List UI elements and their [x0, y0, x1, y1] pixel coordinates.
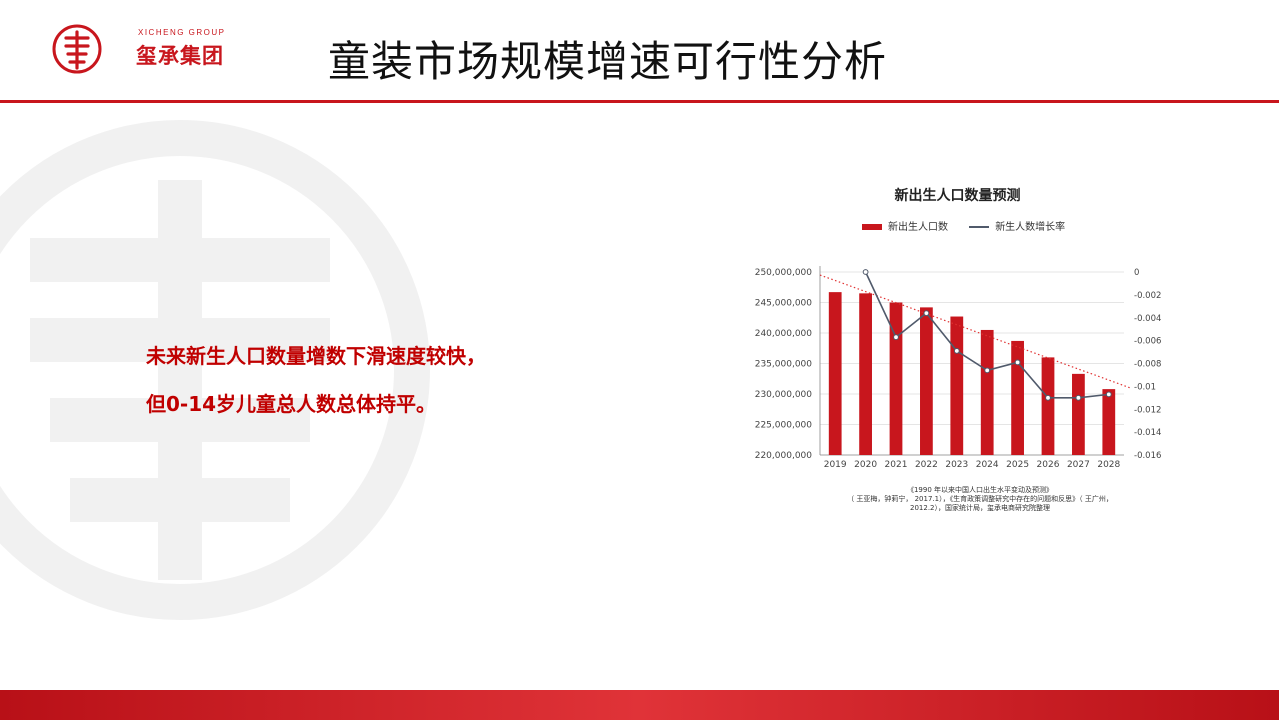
x-tick-label: 2026	[1037, 460, 1060, 470]
y-right-tick-label: -0.006	[1134, 337, 1161, 347]
source-line-2: （ 王亚梅，钟莉宁， 2017.1），《生育政策调整研究中存在的问题和反思》（ …	[847, 495, 1113, 503]
chart-source: 《1990 年以来中国人口出生水平变动及预测》 （ 王亚梅，钟莉宁， 2017.…	[820, 486, 1140, 513]
legend-line-swatch	[969, 226, 990, 228]
x-tick-label: 2027	[1067, 460, 1090, 470]
bar-births	[1011, 340, 1024, 455]
y-right-tick-label: -0.008	[1134, 360, 1161, 370]
y-right-tick-label: -0.004	[1134, 314, 1161, 324]
bar-births	[859, 293, 872, 455]
bar-births	[920, 307, 933, 455]
y-left-tick-label: 245,000,000	[755, 299, 813, 309]
bar-births	[980, 329, 994, 455]
legend-item-growth-rate: 新生人数增长率	[969, 218, 1065, 233]
y-left-tick-label: 220,000,000	[755, 451, 813, 461]
x-tick-label: 2022	[915, 460, 938, 470]
bar-births	[1072, 373, 1085, 455]
y-left-tick-label: 240,000,000	[755, 329, 813, 339]
y-right-tick-label: -0.014	[1134, 428, 1161, 438]
legend-label-growth-rate: 新生人数增长率	[995, 222, 1066, 233]
summary-line-1: 未来新生人口数量增数下滑速度较快，	[146, 344, 486, 368]
chart-title: 新出生人口数量预测	[894, 188, 1021, 204]
y-right-tick-label: 0	[1134, 268, 1139, 278]
y-right-tick-label: -0.012	[1134, 405, 1161, 415]
x-tick-label: 2023	[945, 460, 968, 470]
bar-births	[828, 292, 842, 455]
y-right-tick-label: -0.016	[1134, 451, 1161, 461]
watermark-seal-icon	[0, 120, 430, 620]
point-growth-rate	[893, 334, 899, 341]
x-tick-label: 2028	[1097, 460, 1120, 470]
point-growth-rate	[1045, 394, 1051, 401]
legend-label-births: 新出生人口数	[888, 222, 948, 233]
legend-item-births: 新出生人口数	[862, 218, 948, 233]
x-tick-label: 2025	[1006, 460, 1029, 470]
logo-english-text: XICHENG GROUP	[138, 28, 226, 37]
point-growth-rate	[1105, 391, 1112, 398]
x-tick-label: 2020	[854, 460, 877, 470]
company-logo: XICHENG GROUP 玺承集团	[52, 24, 224, 80]
page-title: 童装市场规模增速可行性分析	[328, 37, 888, 86]
point-growth-rate	[862, 269, 869, 275]
births-forecast-chart: 250,000,000 245,000,000 240,000,000 235,000…	[755, 266, 1161, 470]
y-left-tick-label: 225,000,000	[755, 421, 813, 431]
logo-seal-icon	[52, 24, 102, 74]
point-growth-rate	[984, 367, 991, 374]
y-right-tick-label: -0.01	[1134, 382, 1156, 392]
x-tick-label: 2021	[885, 460, 908, 470]
point-growth-rate	[923, 310, 930, 317]
source-line-3: 2012.2），国家统计局，玺承电商研究院整理	[910, 504, 1050, 512]
source-line-1: 《1990 年以来中国人口出生水平变动及预测》	[906, 486, 1054, 494]
bar-births	[1102, 389, 1116, 455]
point-growth-rate	[953, 348, 960, 354]
y-right-tick-label: -0.002	[1134, 291, 1161, 301]
summary-line-2: 但0-14岁儿童总人数总体持平。	[146, 392, 437, 416]
logo-chinese-text: 玺承集团	[136, 44, 224, 68]
trendline-births	[819, 274, 1131, 389]
x-tick-label: 2024	[976, 460, 999, 470]
x-tick-label: 2019	[824, 460, 847, 470]
point-growth-rate	[1075, 394, 1082, 401]
chart-legend: 新出生人口数 新生人数增长率	[862, 218, 1083, 233]
y-left-tick-label: 235,000,000	[755, 360, 813, 370]
y-left-tick-label: 230,000,000	[755, 390, 813, 400]
bar-births	[1041, 357, 1055, 455]
legend-bar-swatch	[862, 224, 882, 230]
point-growth-rate	[1014, 359, 1021, 366]
footer-bar	[0, 690, 1279, 720]
bar-births	[889, 302, 903, 455]
header-divider	[0, 100, 1279, 103]
bar-births	[950, 316, 964, 455]
y-left-tick-label: 250,000,000	[755, 268, 813, 278]
header: XICHENG GROUP 玺承集团 童装市场规模增速可行性分析	[0, 0, 1279, 100]
